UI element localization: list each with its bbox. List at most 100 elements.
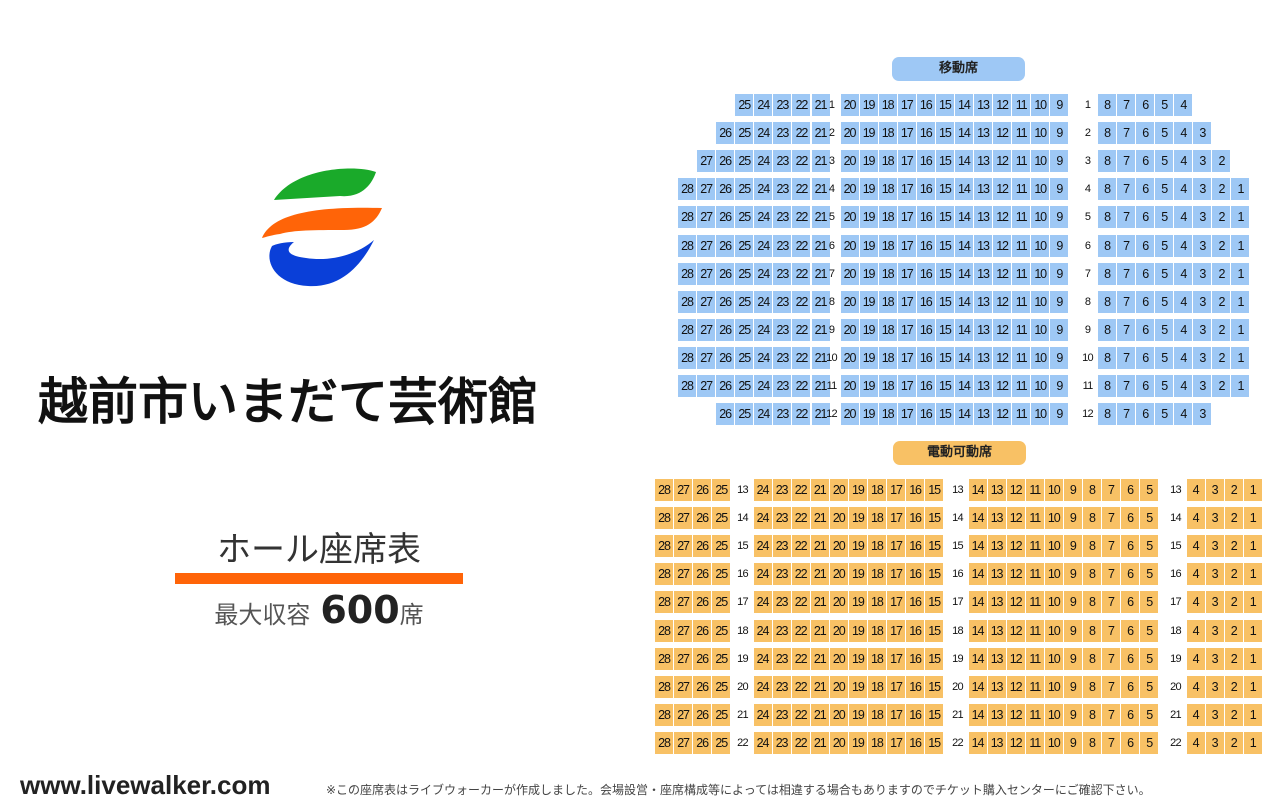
seat-movable[interactable]: 7 — [1117, 375, 1136, 397]
seat-electric[interactable]: 6 — [1121, 675, 1140, 698]
seat-electric[interactable]: 7 — [1101, 647, 1120, 670]
seat-movable[interactable]: 21 — [811, 122, 830, 145]
seat-movable[interactable]: 20 — [840, 403, 859, 426]
seat-movable[interactable]: 8 — [1098, 234, 1116, 257]
seat-movable[interactable]: 17 — [897, 318, 916, 341]
seat-electric[interactable]: 10 — [1044, 591, 1063, 614]
seat-movable[interactable]: 16 — [916, 346, 935, 369]
seat-electric[interactable]: 27 — [674, 535, 693, 558]
seat-electric[interactable]: 3 — [1205, 731, 1224, 754]
seat-movable[interactable]: 20 — [840, 262, 859, 285]
seat-movable[interactable]: 20 — [840, 290, 859, 313]
seat-movable[interactable]: 5 — [1155, 234, 1174, 257]
seat-electric[interactable]: 10 — [1044, 619, 1063, 642]
seat-electric[interactable]: 17 — [886, 731, 905, 754]
seat-movable[interactable]: 21 — [811, 375, 830, 397]
seat-movable[interactable]: 1 — [1231, 290, 1250, 313]
seat-movable[interactable]: 10 — [1031, 150, 1050, 173]
seat-electric[interactable]: 13 — [987, 479, 1006, 501]
seat-electric[interactable]: 4 — [1186, 479, 1205, 501]
seat-electric[interactable]: 15 — [925, 535, 944, 558]
seat-movable[interactable]: 16 — [916, 206, 935, 229]
seat-movable[interactable]: 16 — [916, 262, 935, 285]
seat-electric[interactable]: 5 — [1140, 647, 1159, 670]
seat-electric[interactable]: 24 — [753, 731, 772, 754]
seat-movable[interactable]: 21 — [811, 206, 830, 229]
seat-movable[interactable]: 1 — [1231, 262, 1250, 285]
seat-electric[interactable]: 18 — [867, 731, 886, 754]
seat-movable[interactable]: 7 — [1117, 234, 1136, 257]
seat-electric[interactable]: 21 — [810, 535, 829, 558]
seat-movable[interactable]: 14 — [954, 346, 973, 369]
seat-electric[interactable]: 9 — [1063, 563, 1082, 586]
seat-movable[interactable]: 23 — [773, 94, 792, 116]
seat-electric[interactable]: 9 — [1063, 675, 1082, 698]
seat-electric[interactable]: 1 — [1243, 479, 1262, 501]
seat-movable[interactable]: 20 — [840, 206, 859, 229]
seat-movable[interactable]: 3 — [1193, 150, 1212, 173]
seat-electric[interactable]: 24 — [753, 479, 772, 501]
seat-electric[interactable]: 23 — [772, 535, 791, 558]
seat-electric[interactable]: 7 — [1101, 535, 1120, 558]
seat-movable[interactable]: 14 — [954, 403, 973, 426]
seat-movable[interactable]: 3 — [1193, 318, 1212, 341]
seat-electric[interactable]: 20 — [829, 703, 848, 726]
seat-electric[interactable]: 26 — [693, 479, 712, 501]
seat-movable[interactable]: 19 — [859, 346, 878, 369]
seat-movable[interactable]: 19 — [859, 206, 878, 229]
seat-electric[interactable]: 24 — [753, 535, 772, 558]
seat-electric[interactable]: 25 — [712, 675, 731, 698]
seat-electric[interactable]: 21 — [810, 591, 829, 614]
seat-electric[interactable]: 9 — [1063, 591, 1082, 614]
seat-electric[interactable]: 28 — [655, 703, 673, 726]
seat-electric[interactable]: 3 — [1205, 591, 1224, 614]
seat-movable[interactable]: 13 — [973, 318, 992, 341]
seat-electric[interactable]: 4 — [1186, 703, 1205, 726]
seat-electric[interactable]: 9 — [1063, 535, 1082, 558]
seat-movable[interactable]: 23 — [773, 206, 792, 229]
seat-movable[interactable]: 5 — [1155, 150, 1174, 173]
seat-movable[interactable]: 12 — [993, 150, 1012, 173]
seat-electric[interactable]: 8 — [1082, 507, 1101, 530]
seat-electric[interactable]: 13 — [987, 731, 1006, 754]
seat-movable[interactable]: 23 — [773, 234, 792, 257]
seat-electric[interactable]: 26 — [693, 703, 712, 726]
seat-movable[interactable]: 9 — [1050, 290, 1069, 313]
seat-movable[interactable]: 11 — [1012, 234, 1031, 257]
seat-movable[interactable]: 28 — [678, 206, 696, 229]
seat-movable[interactable]: 8 — [1098, 206, 1116, 229]
seat-movable[interactable]: 10 — [1031, 122, 1050, 145]
seat-movable[interactable]: 17 — [897, 122, 916, 145]
seat-electric[interactable]: 26 — [693, 507, 712, 530]
seat-electric[interactable]: 1 — [1243, 591, 1262, 614]
seat-movable[interactable]: 19 — [859, 318, 878, 341]
seat-electric[interactable]: 6 — [1121, 591, 1140, 614]
seat-movable[interactable]: 5 — [1155, 262, 1174, 285]
seat-movable[interactable]: 25 — [735, 262, 754, 285]
seat-electric[interactable]: 19 — [848, 703, 867, 726]
seat-electric[interactable]: 20 — [829, 479, 848, 501]
seat-movable[interactable]: 13 — [973, 150, 992, 173]
seat-electric[interactable]: 18 — [867, 675, 886, 698]
seat-electric[interactable]: 6 — [1121, 479, 1140, 501]
seat-movable[interactable]: 22 — [792, 318, 811, 341]
seat-electric[interactable]: 27 — [674, 731, 693, 754]
seat-electric[interactable]: 16 — [906, 675, 925, 698]
seat-movable[interactable]: 13 — [973, 346, 992, 369]
seat-movable[interactable]: 26 — [716, 403, 735, 426]
seat-movable[interactable]: 12 — [993, 234, 1012, 257]
seat-electric[interactable]: 5 — [1140, 703, 1159, 726]
seat-movable[interactable]: 15 — [935, 94, 954, 116]
seat-movable[interactable]: 6 — [1136, 290, 1155, 313]
seat-movable[interactable]: 26 — [716, 150, 735, 173]
seat-electric[interactable]: 22 — [791, 703, 810, 726]
seat-movable[interactable]: 22 — [792, 290, 811, 313]
seat-movable[interactable]: 6 — [1136, 234, 1155, 257]
seat-electric[interactable]: 20 — [829, 647, 848, 670]
seat-movable[interactable]: 3 — [1193, 403, 1212, 426]
seat-movable[interactable]: 11 — [1012, 262, 1031, 285]
seat-electric[interactable]: 14 — [968, 647, 987, 670]
seat-movable[interactable]: 2 — [1212, 150, 1231, 173]
seat-movable[interactable]: 11 — [1012, 150, 1031, 173]
seat-movable[interactable]: 14 — [954, 94, 973, 116]
